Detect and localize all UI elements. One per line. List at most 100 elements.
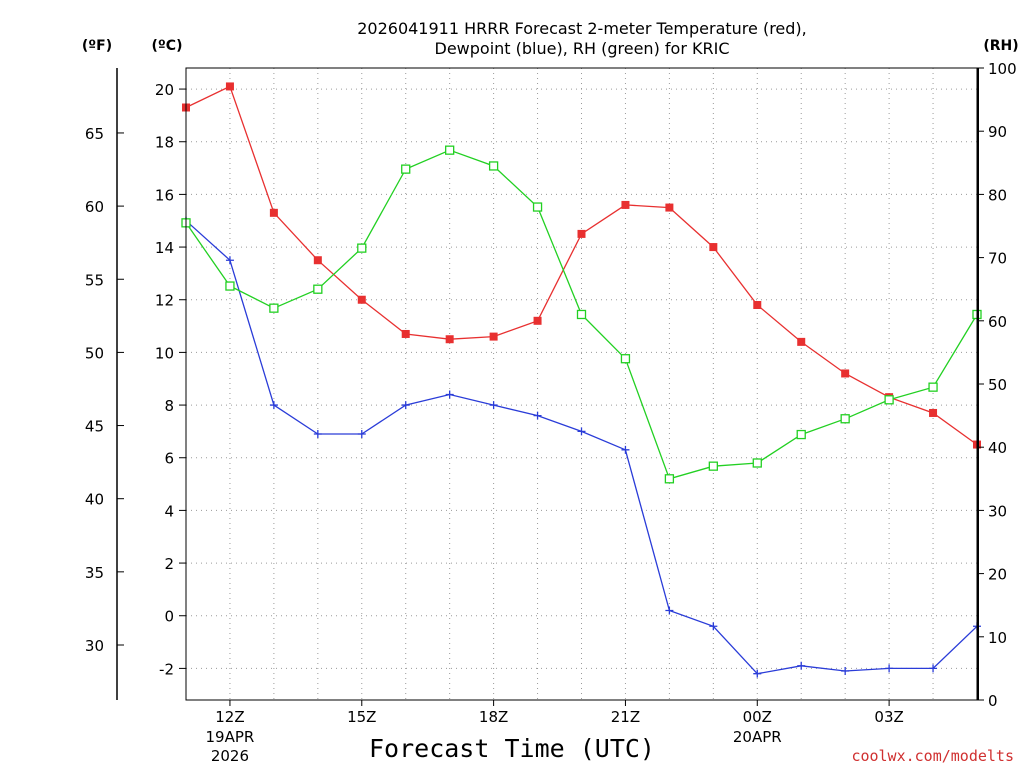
dewpoint-point — [753, 669, 762, 678]
rh-tick-label: 10 — [988, 629, 1007, 647]
celsius-tick-label: -2 — [159, 660, 174, 678]
celsius-tick-label: 20 — [155, 81, 174, 99]
rh-tick-label: 80 — [988, 186, 1007, 204]
dewpoint-point — [577, 427, 586, 436]
temperature-point — [489, 332, 498, 341]
celsius-tick-label: 12 — [155, 292, 174, 310]
dewpoint-point — [797, 661, 806, 670]
rh-tick-label: 70 — [988, 250, 1007, 268]
temperature-point — [357, 295, 366, 304]
temperature-point — [797, 337, 806, 346]
rh-point — [928, 382, 938, 392]
temperature-point — [445, 335, 454, 344]
rh-point — [401, 164, 411, 174]
dewpoint-point — [445, 390, 454, 399]
grid-lines — [185, 68, 978, 700]
temperature-point — [929, 408, 938, 417]
fahrenheit-tick-label: 50 — [85, 344, 104, 362]
x-tick-date-label: 19APR — [206, 728, 255, 746]
dewpoint-point — [665, 606, 674, 615]
rh-tick-label: 60 — [988, 313, 1007, 331]
dewpoint-point — [357, 430, 366, 439]
celsius-tick-label: 2 — [164, 555, 174, 573]
temperature-point — [533, 316, 542, 325]
celsius-tick-label: 0 — [164, 608, 174, 626]
chart-title-line2: Dewpoint (blue), RH (green) for KRIC — [435, 39, 730, 58]
rh-point — [620, 354, 631, 364]
dewpoint-point — [533, 411, 542, 420]
x-tick-label: 00Z — [743, 708, 772, 726]
rh-point — [532, 202, 543, 212]
fahrenheit-tick-label: 30 — [85, 637, 104, 655]
fahrenheit-tick-label: 45 — [85, 418, 104, 436]
dewpoint-point — [929, 664, 938, 673]
x-axis-label: Forecast Time (UTC) — [369, 734, 655, 763]
axes: -2 0 2 4 6 8 10 12 14 16 18 20 30 35 40 45 50 55 60 65 0 10 20… — [85, 60, 1017, 765]
rh-point — [445, 145, 455, 155]
temperature-line — [185, 85, 978, 446]
rh-tick-label: 40 — [988, 439, 1007, 457]
rh-tick-label: 0 — [988, 692, 998, 710]
rh-tick-label: 30 — [988, 502, 1007, 520]
rh-tick-label: 100 — [988, 60, 1017, 78]
temperature-point — [753, 301, 762, 309]
rh-point — [708, 461, 718, 471]
rh-point — [576, 309, 587, 320]
dewpoint-point — [489, 401, 498, 410]
temperature-point — [665, 203, 674, 212]
celsius-tick-label: 6 — [164, 450, 174, 468]
celsius-tick-label: 16 — [155, 186, 174, 204]
dewpoint-point — [841, 667, 850, 676]
temperature-point — [401, 329, 410, 338]
rh-point — [269, 303, 279, 313]
fahrenheit-tick-label: 35 — [85, 564, 104, 582]
celsius-tick-label: 18 — [155, 134, 174, 152]
dewpoint-point — [225, 256, 234, 265]
rh-point — [488, 161, 499, 171]
dewpoint-point — [709, 622, 718, 631]
celsius-tick-label: 8 — [164, 397, 174, 415]
rh-point — [313, 284, 323, 294]
fahrenheit-tick-label: 40 — [85, 491, 104, 509]
temperature-point — [621, 200, 630, 209]
x-tick-year-label: 2026 — [211, 747, 249, 765]
fahrenheit-axis-unit: (ºF) — [82, 38, 112, 54]
rh-point — [357, 243, 367, 253]
rh-point — [840, 414, 850, 424]
temperature-point — [841, 369, 850, 378]
fahrenheit-tick-label: 65 — [85, 125, 104, 143]
celsius-tick-label: 14 — [155, 239, 174, 257]
dewpoint-point — [313, 430, 322, 439]
credit-text: coolwx.com/modelts — [851, 747, 1014, 765]
celsius-axis-unit: (ºC) — [152, 38, 183, 54]
rh-point — [752, 458, 762, 468]
x-tick-label: 21Z — [611, 708, 640, 726]
dewpoint-point — [621, 445, 630, 454]
temperature-point — [269, 208, 278, 217]
rh-point — [225, 281, 235, 291]
fahrenheit-tick-label: 55 — [85, 271, 104, 289]
rh-point — [884, 395, 894, 405]
dewpoint-point — [885, 664, 894, 673]
dewpoint-point — [401, 401, 410, 410]
x-tick-date-label: 20APR — [733, 728, 782, 746]
temperature-point — [577, 229, 586, 238]
dewpoint-point — [269, 401, 278, 410]
chart-title-line1: 2026041911 HRRR Forecast 2-meter Tempera… — [357, 19, 807, 38]
rh-tick-label: 50 — [988, 376, 1007, 394]
temperature-point — [225, 82, 234, 91]
temperature-point — [313, 256, 322, 265]
fahrenheit-tick-label: 60 — [85, 198, 104, 216]
celsius-tick-label: 10 — [155, 344, 174, 362]
temperature-point — [709, 243, 718, 252]
x-tick-label: 03Z — [874, 708, 903, 726]
rh-tick-label: 90 — [988, 123, 1007, 141]
series-layer — [181, 82, 982, 678]
rh-point — [796, 429, 806, 440]
x-tick-label: 18Z — [479, 708, 508, 726]
rh-tick-label: 20 — [988, 566, 1007, 584]
rh-point — [664, 474, 675, 484]
x-tick-label: 12Z — [215, 708, 244, 726]
rh-axis-unit: (RH) — [983, 38, 1018, 54]
